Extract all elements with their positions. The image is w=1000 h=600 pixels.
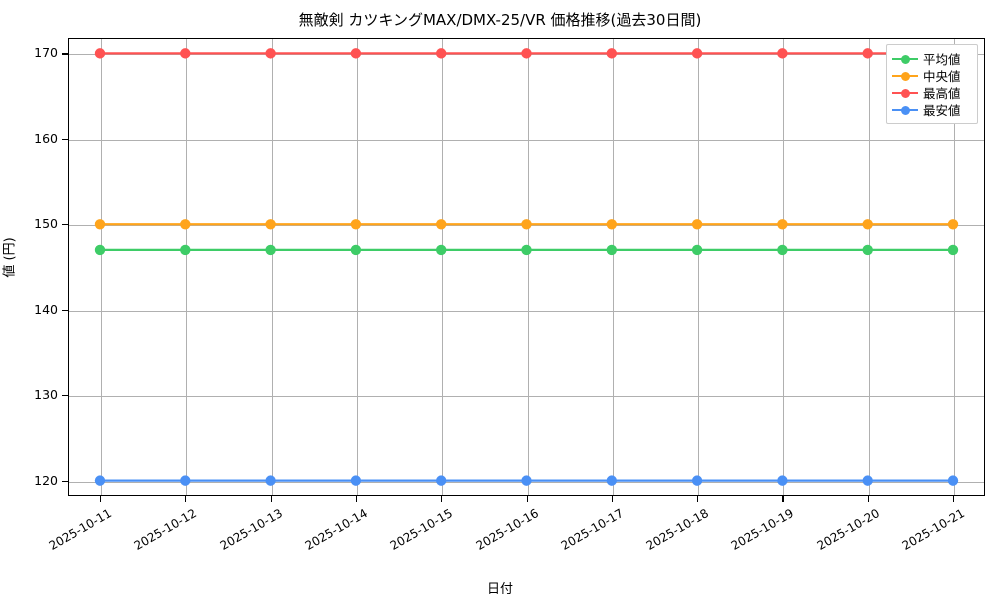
y-tick-mark (62, 309, 68, 311)
x-tick-label: 2025-10-13 (217, 506, 285, 553)
legend-label: 最高値 (923, 86, 961, 101)
legend-marker-icon (892, 52, 918, 66)
gridline-vertical (101, 39, 102, 495)
x-tick-label: 2025-10-16 (473, 506, 541, 553)
gridline-vertical (356, 39, 358, 495)
legend-item-2[interactable]: 中央値 (892, 67, 971, 84)
gridline-vertical (271, 39, 273, 495)
legend-item-3[interactable]: 最高値 (892, 84, 971, 101)
gridline-horizontal (69, 54, 984, 56)
legend-label: 最安値 (923, 103, 961, 118)
y-tick-label: 150 (34, 216, 58, 232)
gridline-horizontal (69, 139, 984, 141)
x-tick-mark (526, 496, 528, 502)
x-tick-label: 2025-10-17 (558, 506, 626, 553)
gridline-horizontal (69, 310, 984, 312)
y-tick-mark (62, 480, 68, 482)
x-tick-label: 2025-10-19 (728, 506, 797, 553)
gridline-horizontal (69, 481, 984, 483)
legend-item-4[interactable]: 最安値 (892, 101, 971, 118)
y-tick-label: 160 (34, 130, 58, 146)
y-tick-label: 120 (34, 472, 58, 488)
plot-area (68, 38, 985, 496)
x-tick-label: 2025-10-14 (302, 506, 370, 553)
legend-marker-icon (892, 86, 918, 100)
legend-marker-icon (892, 103, 918, 117)
x-tick-mark (867, 496, 869, 502)
y-tick-label: 170 (34, 45, 58, 61)
y-tick-mark (62, 395, 68, 397)
gridline-vertical (527, 39, 529, 495)
x-tick-mark (782, 496, 784, 502)
x-tick-label: 2025-10-21 (899, 506, 967, 553)
x-tick-mark (697, 496, 699, 502)
gridline-horizontal (69, 396, 984, 398)
y-tick-label: 130 (34, 387, 58, 403)
gridline-vertical (186, 39, 188, 495)
y-tick-mark (62, 53, 68, 55)
x-tick-label: 2025-10-11 (46, 506, 114, 553)
chart-legend: 平均値中央値最高値最安値 (886, 44, 978, 124)
x-tick-mark (270, 496, 272, 502)
legend-marker-icon (892, 69, 918, 83)
x-tick-label: 2025-10-12 (131, 506, 200, 553)
x-tick-mark (100, 496, 102, 502)
y-axis-title: 値 (円) (2, 237, 18, 278)
y-tick-mark (62, 138, 68, 141)
x-tick-label: 2025-10-15 (387, 506, 456, 553)
y-tick-label: 140 (34, 301, 58, 317)
gridline-vertical (954, 39, 955, 495)
x-tick-mark (355, 496, 358, 502)
chart-title: 無敵剣 カツキングMAX/DMX-25/VR 価格推移(過去30日間) (298, 11, 702, 29)
x-tick-mark (953, 496, 955, 502)
legend-item-1[interactable]: 平均値 (892, 50, 971, 67)
x-tick-mark (611, 496, 613, 502)
x-axis-title: 日付 (486, 582, 513, 597)
gridline-vertical (868, 39, 870, 495)
legend-label: 平均値 (923, 52, 961, 67)
x-tick-mark (185, 496, 187, 502)
legend-label: 中央値 (923, 69, 961, 84)
x-tick-label: 2025-10-20 (814, 506, 882, 553)
gridline-vertical (612, 39, 614, 495)
y-tick-mark (62, 224, 68, 226)
gridline-vertical (698, 39, 700, 495)
x-tick-label: 2025-10-18 (643, 506, 712, 553)
x-tick-mark (441, 496, 443, 502)
gridline-vertical (783, 39, 785, 495)
gridline-horizontal (69, 225, 984, 227)
gridline-vertical (442, 39, 444, 495)
